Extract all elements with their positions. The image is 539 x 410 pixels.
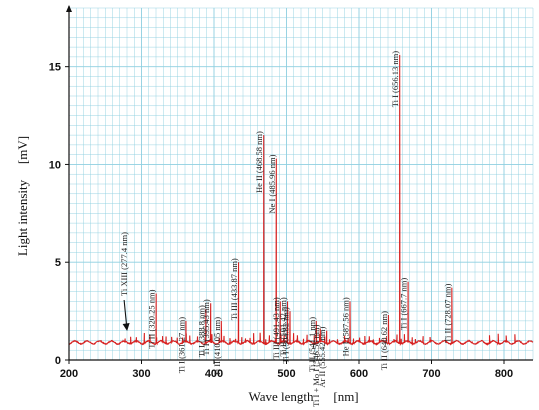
x-tick-label: 300 [132,368,150,380]
peak-label: Ti III (491.43 nm) [271,297,281,359]
y-axis-unit: [mV] [15,136,30,164]
peak-label: Ti III (433.87 nm) [229,258,239,320]
y-tick-label: 10 [49,159,61,171]
peak-label: Ti I + Mo I (546.56 nm) [311,325,321,407]
peak-label: He I (587.56 nm) [340,297,350,356]
x-tick-label: 400 [205,368,223,380]
y-tick-label: 15 [49,62,61,74]
axis-titles: Wave length [nm] Light intensity [mV] [15,136,359,404]
y-tick-label: 0 [55,355,61,367]
peak-labels: Ti XIII (277.4 nm) Ti II (320.25 nm) Ti I … [119,51,452,407]
peak-label: Ti II (320.25 nm) [147,289,157,348]
x-tick-label: 600 [350,368,368,380]
peak-label: Ar II (555.42 nm) [317,327,327,388]
peak-label: Ti II (410.05 nm) [212,317,222,376]
annotation-arrow [123,299,128,327]
peak-label: Ti II (728.07 nm) [442,283,452,342]
axes: 200 300 400 500 600 700 800 0 5 10 15 [49,5,533,380]
peak-label: Ti XIII (277.4 nm) [119,232,129,296]
grid [68,7,534,361]
x-axis-title: Wave length [248,389,314,404]
peak-label: Ti II (501.42 nm) [278,297,288,356]
peak-label: Ti I (388.8 nm) [196,305,206,357]
peak-label: Ti II (640.62 nm) [379,311,389,370]
y-axis-arrow [66,5,72,12]
annotation-arrowhead [122,323,130,331]
y-axis-title: Light intensity [15,179,30,256]
peak-label: Ti I (667.7 nm) [399,278,409,330]
spectrum-trace [68,54,534,346]
x-tick-label: 800 [495,368,513,380]
x-tick-label: 700 [422,368,440,380]
peak-label: He II (468.58 nm) [254,131,264,193]
spectrum-line [68,54,534,346]
peak-label: Ti I (656.13 nm) [390,51,400,108]
x-axis-unit: [nm] [333,389,358,404]
peak-label: Ti I (395.43 nm) [201,299,211,356]
peak-label: Ti I (361.27 nm) [176,317,186,374]
peak-label: Ne I (485.96 nm) [267,154,277,213]
peak-label: Ti II (541.1 nm) [307,317,317,372]
x-tick-label: 500 [277,368,295,380]
y-tick-label: 5 [55,257,61,269]
x-tick-label: 200 [60,368,78,380]
peak-label: Ti I (504.82 nm) [280,307,290,364]
